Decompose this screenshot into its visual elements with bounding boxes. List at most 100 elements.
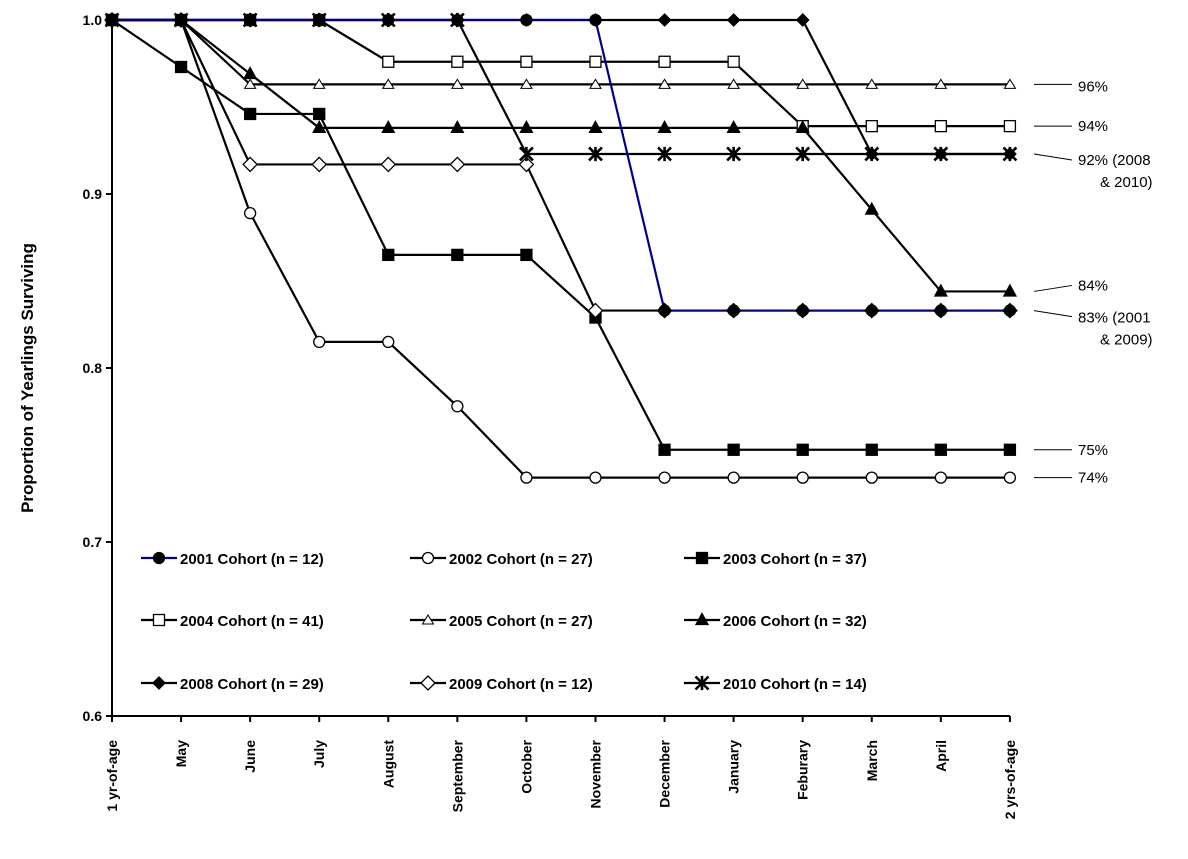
- x-tick-label: September: [449, 739, 465, 812]
- data-point: [1002, 146, 1018, 162]
- data-point: [796, 304, 809, 317]
- data-point: [174, 13, 188, 27]
- legend-swatch-marker: [694, 675, 710, 691]
- data-point: [795, 13, 810, 27]
- data-point: [1003, 443, 1017, 456]
- data-point: [933, 283, 948, 297]
- annotation-leader: [1033, 284, 1073, 292]
- data-point: [587, 302, 604, 319]
- annotation-label: 94%: [1078, 118, 1108, 135]
- data-point: [381, 120, 396, 134]
- annotation-label: & 2010): [1100, 174, 1153, 191]
- data-point: [381, 78, 395, 89]
- data-point: [796, 471, 809, 484]
- data-point: [243, 66, 258, 80]
- data-point: [933, 146, 949, 162]
- data-point: [382, 248, 395, 262]
- data-point: [380, 156, 397, 173]
- data-point: [934, 304, 947, 317]
- data-point: [1003, 304, 1017, 317]
- data-point: [312, 78, 326, 89]
- annotation-label: 83% (2001: [1078, 310, 1151, 327]
- data-point: [796, 78, 810, 89]
- data-point: [451, 13, 464, 27]
- annotation-label: 92% (2008: [1078, 152, 1151, 169]
- data-point: [243, 78, 257, 89]
- data-point: [864, 146, 880, 162]
- data-point: [242, 156, 259, 173]
- data-point: [174, 60, 188, 74]
- annotation-label: 74%: [1078, 470, 1108, 487]
- y-tick-label: 1.0: [83, 12, 103, 28]
- data-point: [658, 471, 671, 484]
- legend: 2001 Cohort (n = 12) 2002 Cohort (n = 27)…: [141, 551, 867, 693]
- data-point: [589, 471, 602, 484]
- legend-label: 2008 Cohort (n = 29): [180, 676, 324, 693]
- legend-swatch-marker: [694, 612, 710, 626]
- data-point: [313, 335, 326, 349]
- data-point: [520, 13, 533, 27]
- data-point: [865, 78, 879, 89]
- data-point: [589, 78, 602, 89]
- data-point: [865, 304, 878, 317]
- x-tick-label: July: [311, 740, 327, 768]
- x-tick-label: November: [587, 739, 603, 808]
- data-point: [1002, 283, 1018, 297]
- data-point: [243, 13, 257, 27]
- data-point: [450, 78, 464, 89]
- series-line: [112, 18, 1010, 293]
- data-point: [589, 13, 602, 27]
- legend-swatch-marker: [421, 551, 435, 565]
- legend-swatch-marker: [152, 676, 166, 690]
- data-point: [589, 55, 602, 68]
- data-point: [450, 120, 465, 134]
- data-point: [658, 443, 671, 456]
- series-line: [112, 18, 1010, 479]
- series-markers: [104, 12, 1018, 484]
- data-point: [382, 13, 395, 27]
- y-tick-label: 0.6: [83, 708, 103, 724]
- data-point: [588, 146, 603, 162]
- legend-label: 2002 Cohort (n = 27): [449, 551, 593, 568]
- data-point: [313, 13, 326, 27]
- data-point: [934, 119, 947, 133]
- data-point: [865, 119, 878, 133]
- data-point: [105, 13, 119, 27]
- x-tick-label: May: [173, 740, 189, 767]
- data-point: [658, 304, 671, 317]
- data-point: [1003, 471, 1017, 484]
- annotation-leader: [1033, 310, 1073, 318]
- data-point: [727, 55, 740, 68]
- x-tick-label: December: [657, 739, 673, 807]
- data-point: [865, 471, 878, 484]
- x-tick-label: October: [518, 739, 534, 793]
- data-point: [451, 400, 464, 413]
- x-tick-label: 2 yrs-of-age: [1002, 740, 1018, 820]
- data-point: [1003, 78, 1017, 89]
- data-point: [519, 120, 534, 134]
- data-point: [243, 107, 257, 121]
- data-point: [588, 120, 603, 134]
- data-point: [727, 304, 740, 317]
- data-point: [519, 78, 533, 89]
- data-point: [243, 206, 257, 220]
- data-point: [657, 13, 672, 27]
- series-line: [112, 18, 1010, 312]
- data-point: [727, 78, 741, 89]
- data-point: [726, 120, 741, 134]
- series-line: [112, 18, 1010, 86]
- annotation-label: 84%: [1078, 277, 1108, 294]
- x-tick-label: March: [864, 740, 880, 781]
- data-point: [934, 443, 947, 456]
- legend-swatch-marker: [695, 551, 709, 565]
- x-tick-label: June: [242, 740, 258, 773]
- data-point: [313, 107, 326, 121]
- data-point: [795, 146, 811, 162]
- legend-swatch-marker: [421, 614, 435, 625]
- data-point: [382, 55, 395, 68]
- x-tick-label: August: [380, 740, 396, 789]
- y-tick-label: 0.8: [83, 360, 103, 376]
- x-tick-label: Feburary: [795, 740, 811, 800]
- data-point: [726, 13, 741, 27]
- legend-swatch-marker: [152, 613, 166, 627]
